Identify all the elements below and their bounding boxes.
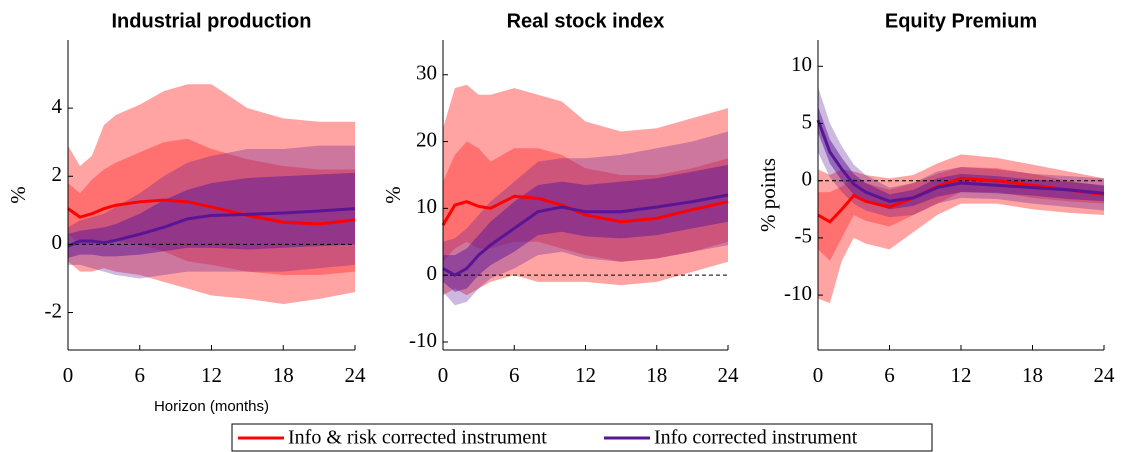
- y-axis-label: %: [381, 186, 405, 204]
- x-tick-label: 0: [813, 363, 824, 387]
- y-tick-label: -10: [409, 328, 437, 352]
- chart-title: Equity Premium: [885, 10, 1037, 32]
- x-tick-label: 12: [575, 363, 596, 387]
- x-tick-label: 12: [201, 363, 222, 387]
- y-tick-label: 2: [52, 162, 63, 186]
- y-tick-label: 0: [802, 167, 813, 191]
- y-axis-label: %: [6, 186, 30, 204]
- chart-title: Industrial production: [112, 10, 312, 32]
- median-line: [67, 198, 356, 226]
- x-tick-label: 0: [438, 363, 449, 387]
- y-tick-label: 20: [416, 127, 437, 151]
- y-tick-label: 0: [427, 261, 438, 285]
- x-tick-label: 18: [1022, 363, 1043, 387]
- x-tick-label: 12: [951, 363, 972, 387]
- median-line: [442, 193, 729, 277]
- y-tick-label: -10: [784, 281, 812, 305]
- x-tick-label: 0: [63, 363, 74, 387]
- y-tick-label: 5: [802, 109, 813, 133]
- legend-label: Info & risk corrected instrument: [288, 427, 547, 449]
- x-tick-label: 24: [1094, 363, 1116, 387]
- chart-title: Real stock index: [507, 10, 665, 32]
- x-tick-label: 18: [273, 363, 294, 387]
- y-tick-label: 0: [52, 230, 63, 254]
- x-tick-label: 24: [345, 363, 367, 387]
- confidence-band: [443, 164, 728, 292]
- x-tick-label: 18: [646, 363, 667, 387]
- legend-box: [231, 423, 933, 452]
- y-tick-label: 30: [416, 61, 437, 85]
- median-line: [441, 194, 729, 226]
- x-tick-label: 6: [135, 363, 146, 387]
- median-line: [67, 207, 356, 248]
- legend-label: Info corrected instrument: [654, 427, 858, 449]
- x-tick-label: 24: [718, 363, 740, 387]
- x-tick-label: 6: [884, 363, 895, 387]
- x-tick-label: 6: [509, 363, 520, 387]
- median-line: [816, 119, 1105, 203]
- y-tick-label: 10: [416, 194, 437, 218]
- confidence-band: [818, 106, 1104, 210]
- x-axis-label: Horizon (months): [154, 398, 269, 415]
- y-tick-label: -2: [45, 298, 63, 322]
- y-tick-label: 4: [52, 94, 63, 118]
- y-tick-label: 10: [791, 52, 812, 76]
- y-tick-label: -5: [795, 224, 813, 248]
- y-axis-label: % points: [756, 158, 780, 232]
